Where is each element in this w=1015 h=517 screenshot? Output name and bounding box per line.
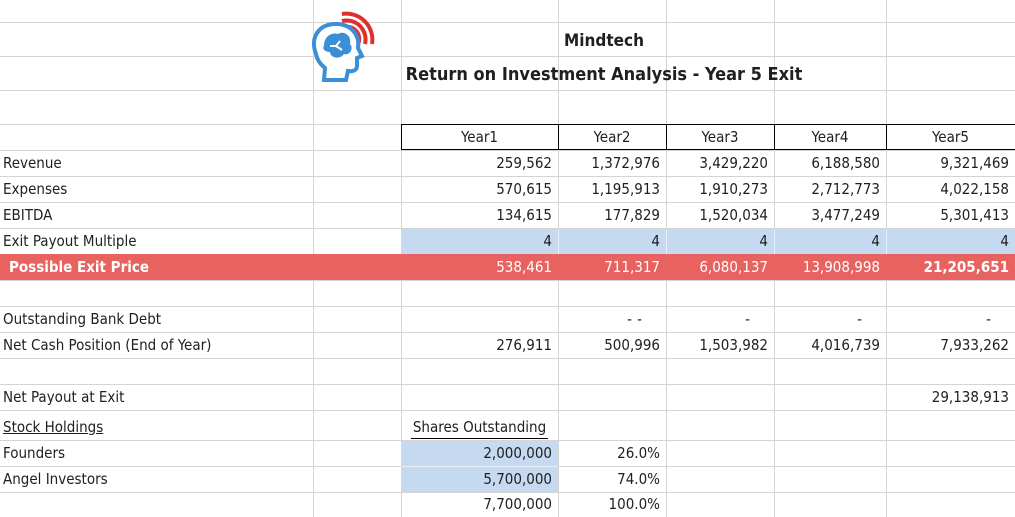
exit-price-final[interactable]: 21,205,651 xyxy=(923,258,1009,276)
bank-debt-cell[interactable]: - xyxy=(745,310,750,328)
founders-label[interactable]: Founders xyxy=(3,444,66,462)
exit-price-cell[interactable]: 711,317 xyxy=(604,258,660,276)
company-title: Mindtech xyxy=(564,31,644,51)
expenses-cell[interactable]: 1,910,273 xyxy=(699,180,768,198)
ebitda-cell[interactable]: 177,829 xyxy=(604,206,660,224)
year-header-row xyxy=(401,124,1015,150)
net-cash-cell[interactable]: 4,016,739 xyxy=(811,336,880,354)
exit-multiple-input[interactable]: 4 xyxy=(1000,232,1009,250)
shares-outstanding-header-text: Shares Outstanding xyxy=(410,418,549,439)
bank-debt-cell[interactable]: - xyxy=(986,310,991,328)
exit-multiple-input[interactable]: 4 xyxy=(871,232,880,250)
revenue-cell[interactable]: 9,321,469 xyxy=(940,154,1009,172)
shares-outstanding-header[interactable]: Shares Outstanding xyxy=(401,414,558,440)
ebitda-cell[interactable]: 134,615 xyxy=(496,206,552,224)
year-header[interactable]: Year1 xyxy=(461,128,498,146)
bank-debt-cell[interactable]: - xyxy=(857,310,862,328)
expenses-cell[interactable]: 4,022,158 xyxy=(940,180,1009,198)
total-pct[interactable]: 100.0% xyxy=(608,495,660,513)
expenses-label[interactable]: Expenses xyxy=(3,180,68,198)
exit-price-cell[interactable]: 13,908,998 xyxy=(802,258,880,276)
exit-price-cell[interactable]: 6,080,137 xyxy=(699,258,768,276)
year-header[interactable]: Year5 xyxy=(932,128,969,146)
expenses-cell[interactable]: 1,195,913 xyxy=(591,180,660,198)
year-header[interactable]: Year2 xyxy=(593,128,631,146)
stock-holdings-title[interactable]: Stock Holdings xyxy=(3,418,104,436)
revenue-cell[interactable]: 259,562 xyxy=(496,154,552,172)
year-header[interactable]: Year4 xyxy=(811,128,849,146)
revenue-label[interactable]: Revenue xyxy=(3,154,62,172)
bank-debt-cell[interactable]: - xyxy=(627,310,632,328)
revenue-cell[interactable]: 3,429,220 xyxy=(699,154,768,172)
net-cash-cell[interactable]: 500,996 xyxy=(604,336,660,354)
exit-price-cell[interactable]: 538,461 xyxy=(496,258,552,276)
net-cash-cell[interactable]: 276,911 xyxy=(496,336,552,354)
year-header[interactable]: Year3 xyxy=(701,128,739,146)
ebitda-label[interactable]: EBITDA xyxy=(3,206,53,224)
net-payout-cell[interactable]: 29,138,913 xyxy=(931,388,1009,406)
exit-multiple-input[interactable]: 4 xyxy=(759,232,768,250)
net-cash-cell[interactable]: 7,933,262 xyxy=(940,336,1009,354)
ebitda-cell[interactable]: 5,301,413 xyxy=(940,206,1009,224)
exit-price-label[interactable]: Possible Exit Price xyxy=(9,258,149,276)
founders-shares-input[interactable]: 2,000,000 xyxy=(483,444,552,462)
exit-multiple-label[interactable]: Exit Payout Multiple xyxy=(3,232,137,250)
expenses-cell[interactable]: 2,712,773 xyxy=(811,180,880,198)
angel-pct[interactable]: 74.0% xyxy=(617,470,660,488)
bank-debt-label[interactable]: Outstanding Bank Debt xyxy=(3,310,162,328)
revenue-cell[interactable]: 1,372,976 xyxy=(591,154,660,172)
ebitda-cell[interactable]: 3,477,249 xyxy=(811,206,880,224)
exit-price-row xyxy=(0,254,1015,280)
bank-debt-cell[interactable]: - xyxy=(637,310,642,328)
founders-pct[interactable]: 26.0% xyxy=(617,444,660,462)
net-cash-label[interactable]: Net Cash Position (End of Year) xyxy=(3,336,212,354)
angel-investors-label[interactable]: Angel Investors xyxy=(3,470,108,488)
ebitda-cell[interactable]: 1,520,034 xyxy=(699,206,768,224)
angel-shares-input[interactable]: 5,700,000 xyxy=(483,470,552,488)
exit-multiple-input[interactable]: 4 xyxy=(543,232,552,250)
net-cash-cell[interactable]: 1,503,982 xyxy=(699,336,768,354)
expenses-cell[interactable]: 570,615 xyxy=(496,180,552,198)
brain-head-icon xyxy=(306,8,382,84)
exit-multiple-input[interactable]: 4 xyxy=(651,232,660,250)
report-subtitle: Return on Investment Analysis - Year 5 E… xyxy=(405,64,803,85)
net-payout-label[interactable]: Net Payout at Exit xyxy=(3,388,125,406)
revenue-cell[interactable]: 6,188,580 xyxy=(811,154,880,172)
total-shares[interactable]: 7,700,000 xyxy=(483,495,552,513)
